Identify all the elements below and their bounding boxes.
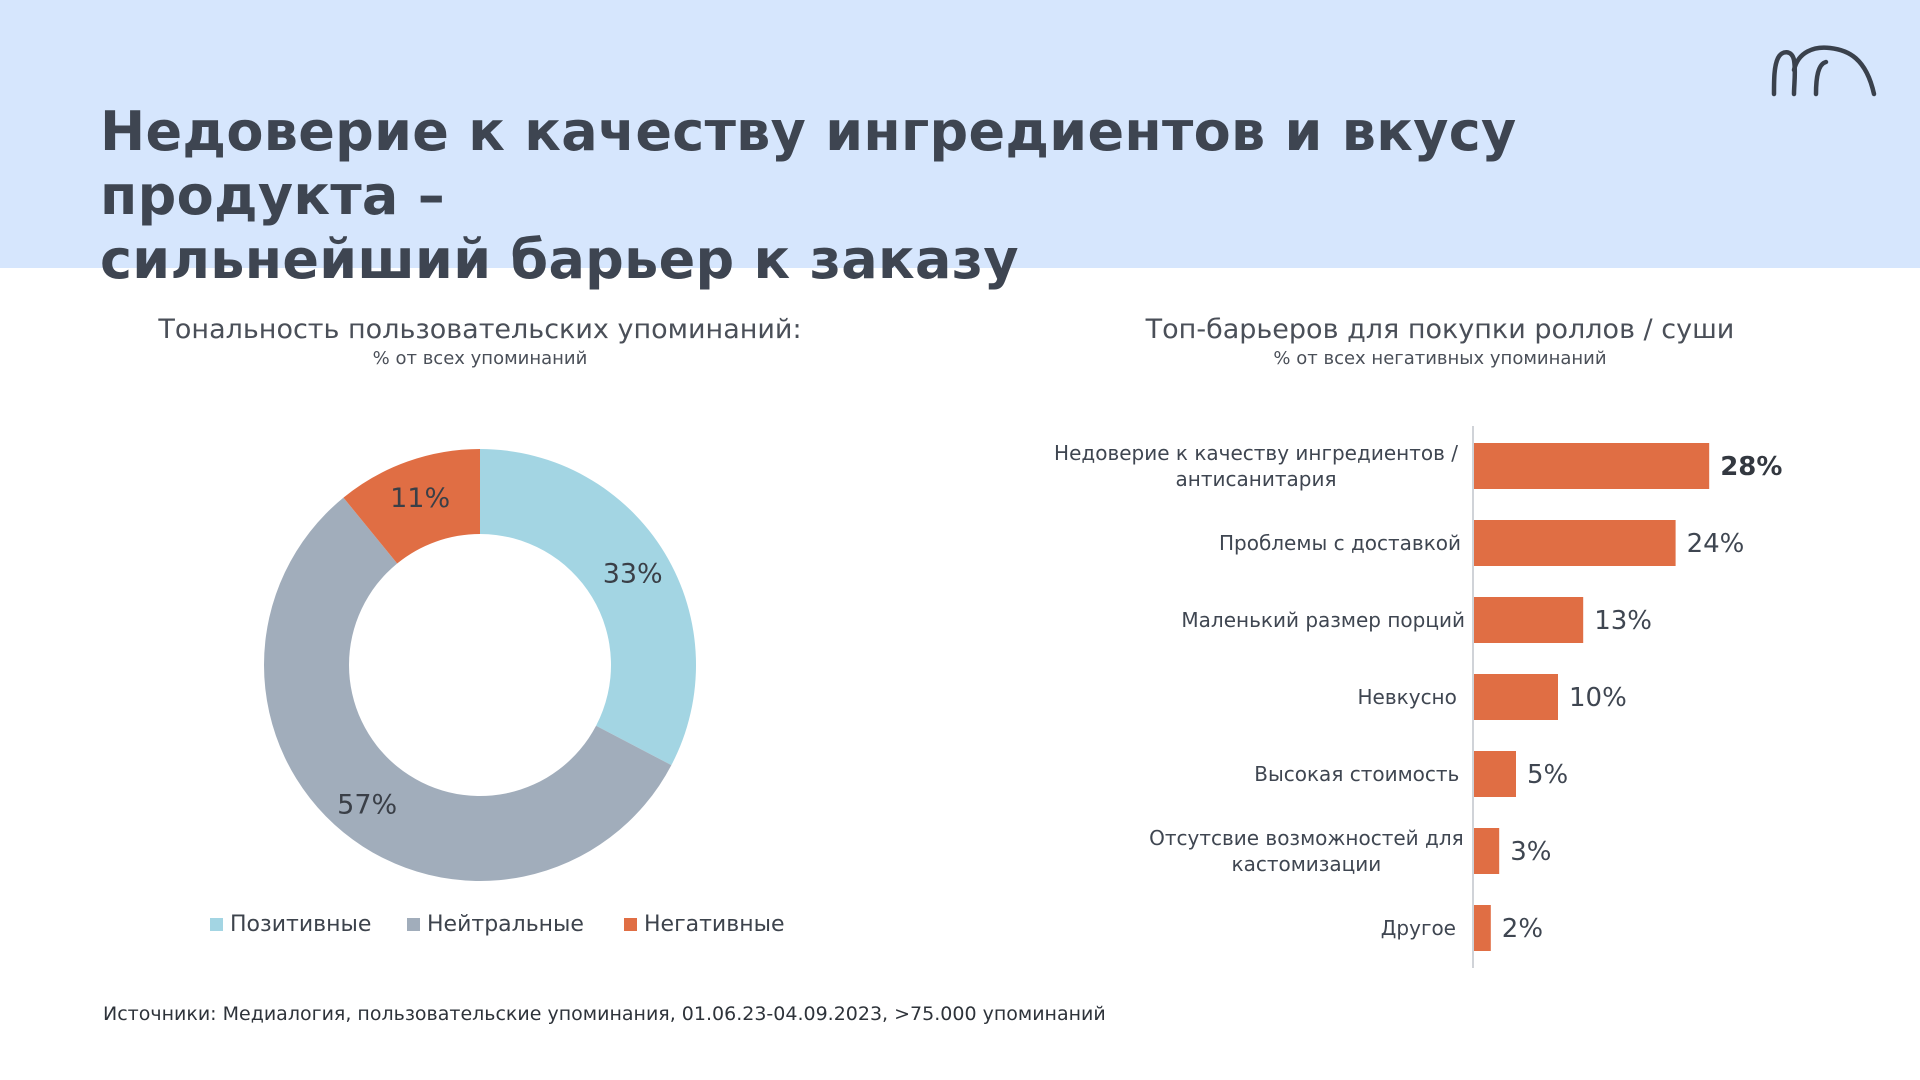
- header-band: Недоверие к качеству ингредиентов и вкус…: [0, 0, 1920, 291]
- bar-chart-title: Топ-барьеров для покупки роллов / суши: [1145, 314, 1735, 345]
- bar-7: [1474, 905, 1491, 951]
- barriers-bar-chart: 28% Недоверие к качеству ингредиентов / ан…: [1054, 426, 1782, 968]
- donut-chart-subtitle: % от всех упоминаний: [372, 348, 588, 369]
- donut-chart-heading: Тональность пользовательских упоминаний:…: [130, 313, 830, 371]
- legend-swatch: [407, 918, 420, 931]
- legend-label: Нейтральные: [427, 912, 584, 937]
- legend-item-2: Нейтральные: [407, 912, 584, 937]
- bar-category-label-3: Маленький размер порций: [1181, 608, 1465, 632]
- legend-swatch: [210, 918, 223, 931]
- bar-value-label-2: 24%: [1687, 529, 1745, 559]
- donut-chart-title: Тональность пользовательских упоминаний:: [158, 314, 802, 345]
- bar-value-label-1: 28%: [1720, 452, 1782, 482]
- page-title-line-2: сильнейший барьер к заказу: [100, 228, 1019, 291]
- brand-logo-icon: [1771, 45, 1877, 97]
- donut-slice-3: [343, 449, 480, 564]
- donut-slice-2: [264, 497, 672, 881]
- page-title-line-1: Недоверие к качеству ингредиентов и вкус…: [100, 100, 1517, 227]
- donut-slice-label-1: 33%: [603, 559, 663, 590]
- bar-category-label-4: Невкусно: [1358, 685, 1457, 709]
- source-footnote: Источники: Медиалогия, пользовательские …: [103, 1003, 1106, 1025]
- legend-item-1: Позитивные: [210, 912, 371, 937]
- bar-category-label-2: Проблемы с доставкой: [1219, 531, 1461, 555]
- donut-slice-label-2: 57%: [337, 789, 397, 820]
- legend-label: Негативные: [644, 912, 785, 937]
- legend-swatch: [624, 918, 637, 931]
- bar-1: [1474, 443, 1710, 489]
- bar-category-label-1: Недоверие к качеству ингредиентов / антис…: [1054, 441, 1458, 491]
- bar-6: [1474, 828, 1500, 874]
- donut-slice-label-3: 11%: [390, 483, 450, 514]
- legend-item-3: Негативные: [624, 912, 785, 937]
- bar-value-label-5: 5%: [1527, 760, 1568, 790]
- sentiment-donut-chart: 33% 57% 11%: [264, 449, 696, 881]
- bar-3: [1474, 597, 1584, 643]
- bar-category-label-7: Другое: [1381, 916, 1456, 940]
- bar-value-label-7: 2%: [1502, 914, 1543, 944]
- bar-value-label-4: 10%: [1569, 683, 1627, 713]
- bar-category-label-6: Отсутсвие возможностей для кастомизации: [1149, 826, 1464, 876]
- bar-value-label-3: 13%: [1594, 606, 1652, 636]
- donut-slice-1: [480, 449, 696, 766]
- bar-chart-heading: Топ-барьеров для покупки роллов / суши %…: [1090, 313, 1790, 371]
- bar-4: [1474, 674, 1558, 720]
- bar-chart-subtitle: % от всех негативных упоминаний: [1273, 348, 1607, 369]
- bar-value-label-6: 3%: [1510, 837, 1551, 867]
- bar-5: [1474, 751, 1516, 797]
- bar-category-label-5: Высокая стоимость: [1254, 762, 1459, 786]
- donut-legend: Позитивные Нейтральные Негативные: [0, 912, 960, 952]
- page-title: Недоверие к качеству ингредиентов и вкус…: [100, 100, 1660, 292]
- legend-label: Позитивные: [230, 912, 372, 937]
- bar-2: [1474, 520, 1676, 566]
